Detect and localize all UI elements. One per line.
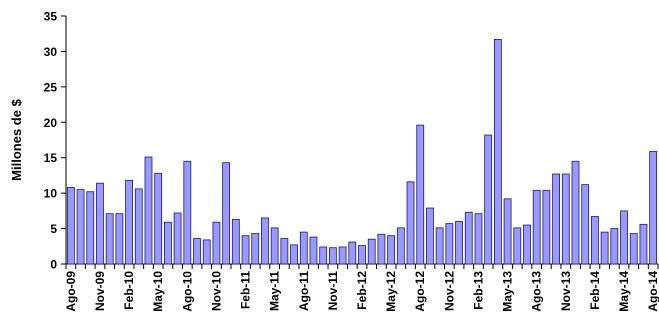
bar (164, 221, 172, 265)
x-tick-label: Feb-10 (122, 271, 136, 310)
bar (493, 38, 502, 265)
bar (115, 213, 124, 265)
bar (338, 246, 347, 265)
x-tick-label: Ago-13 (530, 271, 544, 312)
y-axis-title: Millones de $ (9, 98, 24, 180)
x-tick-label: Ago-12 (413, 271, 427, 312)
bar (231, 218, 240, 265)
bar (154, 172, 163, 265)
bar (523, 224, 531, 265)
bar (484, 134, 493, 265)
x-axis-ticks: Ago-09 Nov-09 Feb-10 May-10 Ago-10 Nov-10 Feb-… (64, 264, 659, 312)
x-tick-label: May-13 (501, 271, 515, 312)
bar (202, 239, 211, 265)
bar (183, 160, 192, 265)
bar (513, 227, 522, 265)
bar (435, 227, 444, 265)
x-tick-label: Feb-13 (471, 271, 485, 310)
x-tick-label: Nov-09 (93, 271, 107, 311)
bar (406, 181, 415, 265)
bar (290, 244, 298, 265)
bar (261, 217, 269, 265)
x-tick-label: Nov-12 (442, 271, 456, 311)
x-tick-label: May-14 (617, 271, 631, 312)
bar (600, 231, 609, 265)
bar (270, 227, 279, 265)
bar (464, 211, 473, 265)
bar (367, 238, 376, 265)
bar (76, 189, 85, 265)
y-axis-ticks: 0 5 10 15 20 25 30 35 (44, 10, 66, 272)
bar (348, 241, 357, 265)
bar (309, 236, 318, 265)
y-tick-label: 10 (44, 187, 58, 201)
bar (358, 245, 366, 265)
bar (455, 221, 463, 265)
bar (96, 182, 104, 265)
bar (581, 184, 590, 265)
bar (251, 233, 260, 265)
x-tick-label: Nov-11 (326, 271, 340, 311)
bar (571, 160, 580, 265)
x-tick-label: Ago-14 (646, 271, 659, 312)
bars (66, 38, 658, 265)
x-tick-label: Feb-12 (355, 271, 369, 310)
bar (328, 247, 337, 265)
bar (125, 179, 133, 265)
bar (561, 173, 570, 265)
bar (649, 150, 658, 265)
y-tick-label: 0 (50, 258, 57, 272)
bar (474, 213, 483, 265)
bar (377, 233, 386, 265)
x-tick-label: Ago-09 (64, 271, 78, 312)
bar (222, 162, 231, 265)
bar (66, 187, 75, 265)
x-tick-label: Feb-11 (239, 271, 253, 309)
bar (241, 235, 250, 265)
bar (542, 189, 551, 265)
bar (134, 188, 143, 265)
y-tick-label: 25 (44, 80, 58, 94)
x-tick-label: Nov-10 (209, 271, 223, 311)
bar (503, 198, 512, 265)
bar (445, 223, 454, 265)
bar (86, 191, 95, 265)
bar (144, 156, 153, 265)
bar (387, 235, 396, 265)
x-tick-label: Feb-14 (588, 271, 602, 310)
bar (532, 189, 541, 265)
bar (610, 228, 619, 265)
bar (552, 173, 560, 265)
bar (280, 238, 289, 265)
x-tick-label: May-11 (268, 271, 282, 311)
bar (319, 246, 328, 265)
bar (173, 212, 182, 265)
bar (105, 213, 114, 265)
bar (299, 231, 308, 265)
bar (426, 207, 434, 265)
bar (212, 221, 221, 265)
x-tick-label: Ago-10 (180, 271, 194, 312)
x-tick-label: May-10 (151, 271, 165, 312)
bar (396, 227, 405, 265)
bar (193, 238, 201, 265)
x-tick-label: Nov-13 (559, 271, 573, 311)
y-tick-label: 20 (44, 116, 58, 130)
x-tick-label: Ago-11 (297, 271, 311, 311)
bar (639, 223, 648, 265)
bar (416, 124, 425, 265)
bar (629, 233, 638, 265)
bar (591, 216, 599, 265)
y-tick-label: 35 (44, 10, 58, 24)
y-tick-label: 15 (44, 151, 58, 165)
x-tick-label: May-12 (384, 271, 398, 312)
bar (620, 210, 628, 265)
y-tick-label: 5 (50, 222, 57, 236)
y-tick-label: 30 (44, 45, 58, 59)
